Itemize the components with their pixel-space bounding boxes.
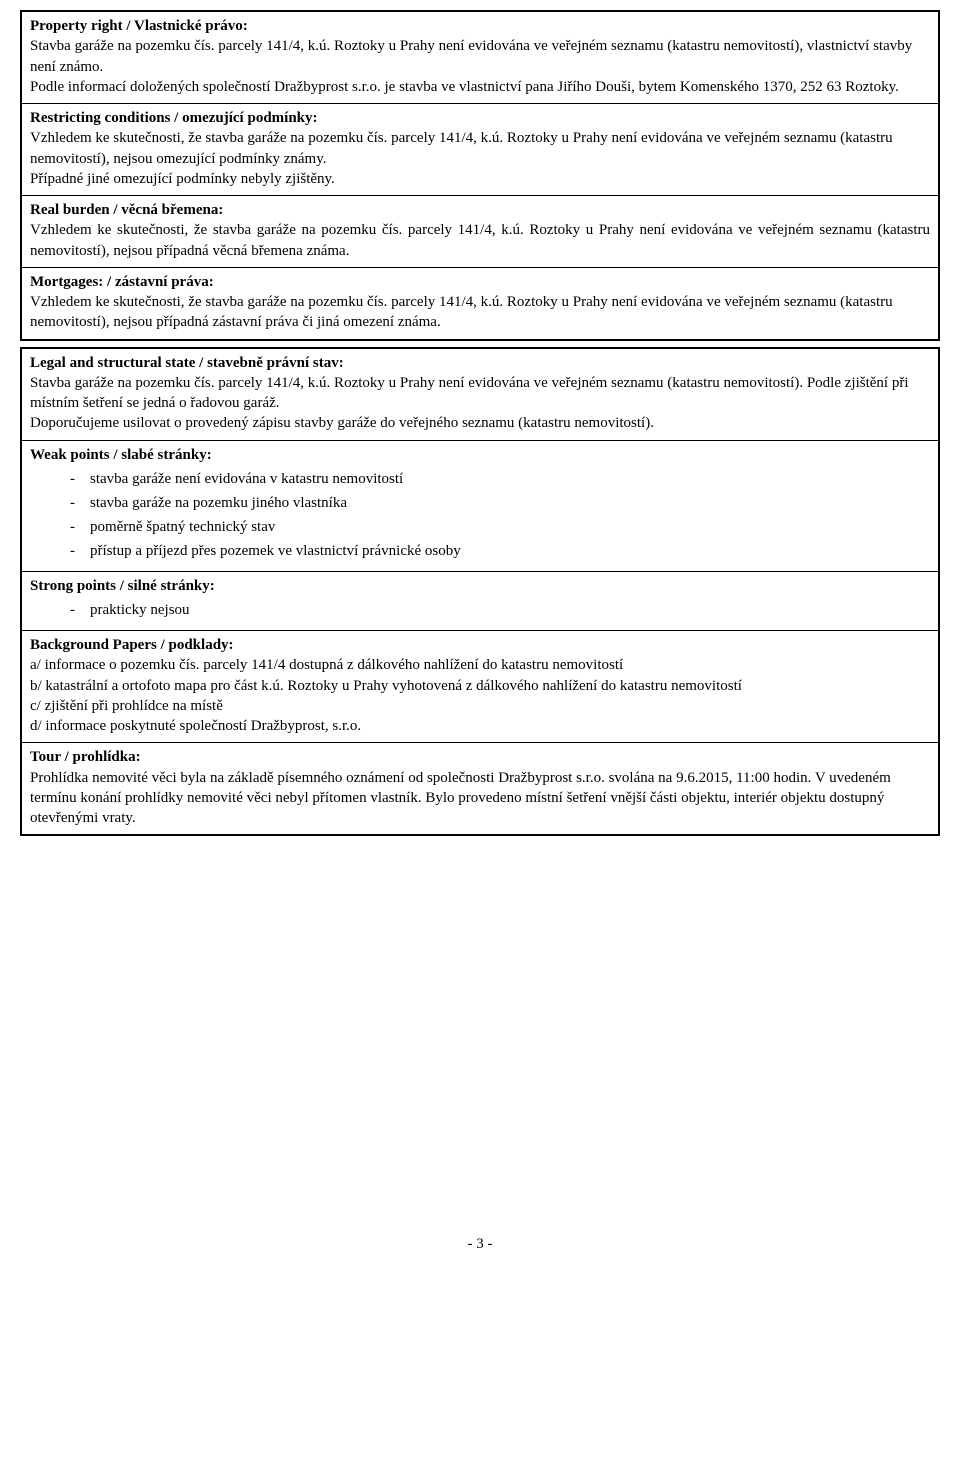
heading-restricting: Restricting conditions / omezující podmí… <box>30 110 318 126</box>
box-ownership-group: Property right / Vlastnické právo: Stavb… <box>20 10 940 341</box>
text-restricting-2: Případné jiné omezující podmínky nebyly … <box>30 171 335 187</box>
text-property-right-1: Stavba garáže na pozemku čís. parcely 14… <box>30 38 912 74</box>
text-tour-1: Prohlídka nemovité věci byla na základě … <box>30 770 891 827</box>
cell-mortgages: Mortgages: / zástavní práva: Vzhledem ke… <box>21 267 939 339</box>
text-property-right-2: Podle informací doložených společností D… <box>30 79 899 95</box>
list-item: stavba garáže na pozemku jiného vlastník… <box>70 491 930 515</box>
heading-mortgages: Mortgages: / zástavní práva: <box>30 274 214 290</box>
cell-property-right: Property right / Vlastnické právo: Stavb… <box>21 11 939 104</box>
heading-strong-points: Strong points / silné stránky: <box>30 578 215 594</box>
heading-weak-points: Weak points / slabé stránky: <box>30 447 212 463</box>
text-mortgages-1: Vzhledem ke skutečnosti, že stavba garáž… <box>30 294 893 330</box>
heading-legal-state: Legal and structural state / stavebně pr… <box>30 355 344 371</box>
list-weak-points: stavba garáže není evidována v katastru … <box>30 467 930 563</box>
text-bg-a: a/ informace o pozemku čís. parcely 141/… <box>30 657 623 673</box>
text-restricting-1: Vzhledem ke skutečnosti, že stavba garáž… <box>30 130 893 166</box>
cell-legal-state: Legal and structural state / stavebně pr… <box>21 348 939 441</box>
list-item: poměrně špatný technický stav <box>70 515 930 539</box>
text-legal-1: Stavba garáže na pozemku čís. parcely 14… <box>30 375 909 411</box>
text-bg-c: c/ zjištění při prohlídce na místě <box>30 698 223 714</box>
text-bg-d: d/ informace poskytnuté společností Draž… <box>30 718 361 734</box>
list-item: přístup a příjezd přes pozemek ve vlastn… <box>70 539 930 563</box>
box-state-group: Legal and structural state / stavebně pr… <box>20 347 940 837</box>
text-burden-1: Vzhledem ke skutečnosti, že stavba garáž… <box>30 222 930 258</box>
cell-restricting: Restricting conditions / omezující podmí… <box>21 104 939 196</box>
list-strong-points: prakticky nejsou <box>30 598 930 622</box>
heading-tour: Tour / prohlídka: <box>30 749 141 765</box>
text-legal-2: Doporučujeme usilovat o provedený zápisu… <box>30 415 654 431</box>
cell-burden: Real burden / věcná břemena: Vzhledem ke… <box>21 196 939 268</box>
cell-background-papers: Background Papers / podklady: a/ informa… <box>21 631 939 743</box>
heading-background-papers: Background Papers / podklady: <box>30 637 234 653</box>
list-item: stavba garáže není evidována v katastru … <box>70 467 930 491</box>
cell-weak-points: Weak points / slabé stránky: stavba gará… <box>21 440 939 571</box>
heading-property-right: Property right / Vlastnické právo: <box>30 18 248 34</box>
cell-tour: Tour / prohlídka: Prohlídka nemovité věc… <box>21 743 939 836</box>
text-bg-b: b/ katastrální a ortofoto mapa pro část … <box>30 678 742 694</box>
heading-burden: Real burden / věcná břemena: <box>30 202 223 218</box>
list-item: prakticky nejsou <box>70 598 930 622</box>
page-number: - 3 - <box>20 1236 940 1253</box>
cell-strong-points: Strong points / silné stránky: prakticky… <box>21 571 939 630</box>
